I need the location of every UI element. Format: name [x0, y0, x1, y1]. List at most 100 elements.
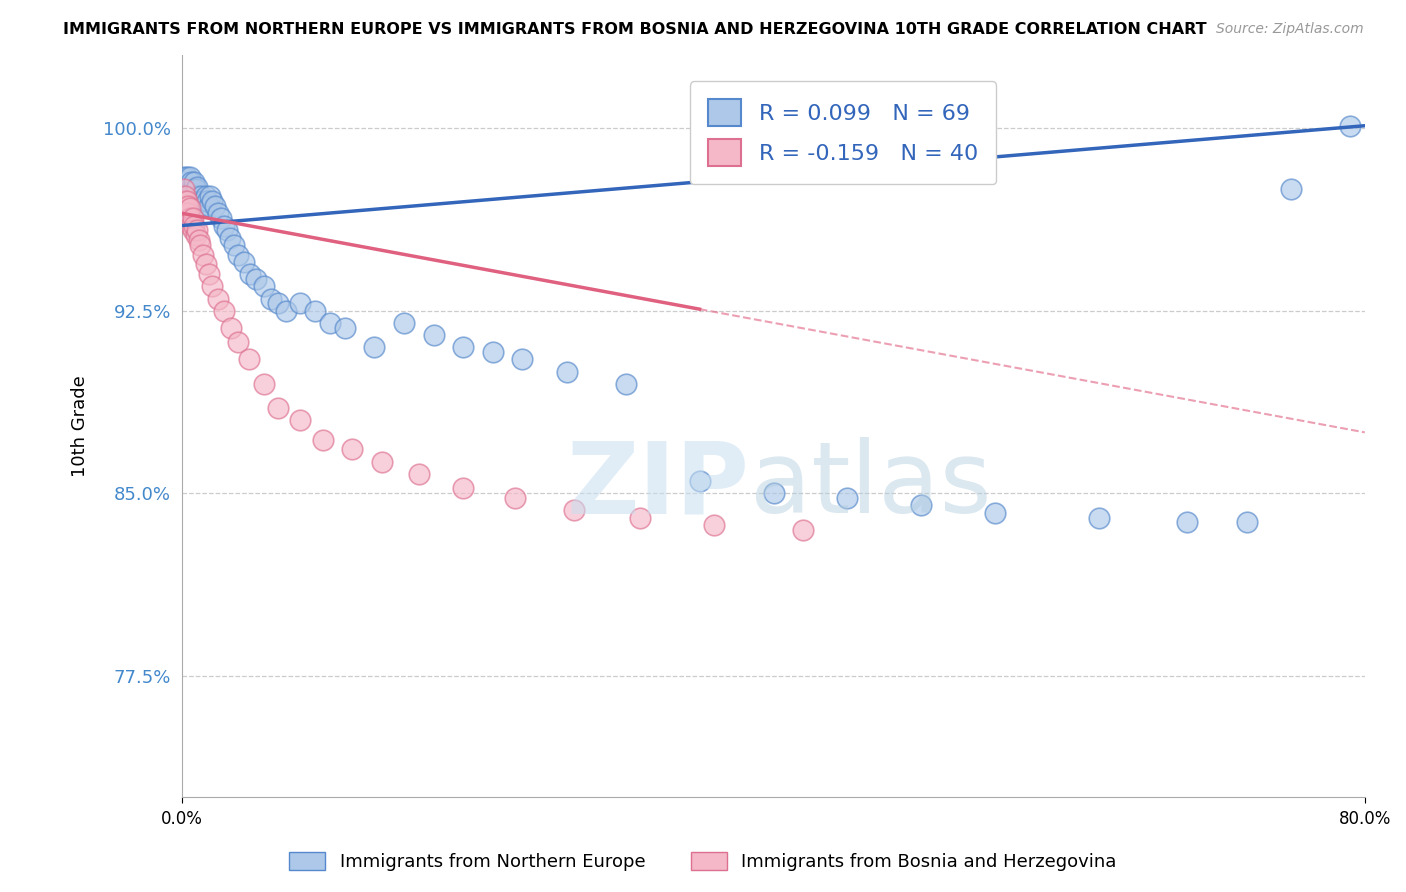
Point	[910, 499, 932, 513]
Point	[176, 206, 198, 220]
Point	[174, 199, 197, 213]
Point	[187, 233, 209, 247]
Point	[837, 491, 859, 505]
Point	[184, 194, 207, 209]
Y-axis label: 10th Grade: 10th Grade	[72, 376, 89, 477]
Point	[187, 194, 209, 209]
Point	[180, 189, 202, 203]
Point	[177, 206, 200, 220]
Point	[689, 474, 711, 488]
Point	[1177, 516, 1199, 530]
Point	[238, 352, 260, 367]
Point	[290, 296, 312, 310]
Point	[267, 401, 290, 415]
Point	[179, 179, 201, 194]
Point	[188, 238, 211, 252]
Point	[984, 506, 1007, 520]
Legend: R = 0.099   N = 69, R = -0.159   N = 40: R = 0.099 N = 69, R = -0.159 N = 40	[690, 81, 995, 185]
Point	[179, 211, 201, 226]
Point	[179, 169, 201, 184]
Point	[422, 328, 444, 343]
Point	[333, 320, 356, 334]
Text: atlas: atlas	[749, 437, 991, 534]
Point	[451, 481, 474, 495]
Point	[186, 223, 208, 237]
Point	[274, 303, 297, 318]
Point	[1279, 182, 1302, 196]
Point	[503, 491, 526, 505]
Point	[204, 199, 226, 213]
Point	[212, 303, 235, 318]
Point	[184, 228, 207, 243]
Point	[176, 189, 198, 203]
Point	[181, 211, 204, 226]
Point	[174, 182, 197, 196]
Point	[201, 194, 224, 209]
Point	[1087, 510, 1109, 524]
Point	[179, 202, 201, 216]
Point	[222, 238, 245, 252]
Point	[290, 413, 312, 427]
Point	[252, 279, 274, 293]
Point	[183, 219, 205, 233]
Point	[191, 248, 214, 262]
Point	[174, 175, 197, 189]
Point	[198, 199, 221, 213]
Point	[180, 175, 202, 189]
Point	[194, 257, 217, 271]
Point	[194, 189, 217, 203]
Point	[219, 320, 242, 334]
Point	[181, 223, 204, 237]
Point	[481, 345, 503, 359]
Point	[173, 194, 195, 209]
Point	[190, 189, 212, 203]
Text: ZIP: ZIP	[567, 437, 749, 534]
Point	[233, 255, 256, 269]
Point	[191, 194, 214, 209]
Point	[173, 169, 195, 184]
Point	[174, 189, 197, 203]
Point	[371, 454, 394, 468]
Point	[181, 194, 204, 209]
Point	[245, 272, 267, 286]
Point	[408, 467, 430, 481]
Point	[201, 279, 224, 293]
Text: IMMIGRANTS FROM NORTHERN EUROPE VS IMMIGRANTS FROM BOSNIA AND HERZEGOVINA 10TH G: IMMIGRANTS FROM NORTHERN EUROPE VS IMMIG…	[63, 22, 1206, 37]
Point	[212, 219, 235, 233]
Point	[228, 248, 250, 262]
Point	[195, 194, 218, 209]
Point	[181, 182, 204, 196]
Point	[184, 182, 207, 196]
Legend: Immigrants from Northern Europe, Immigrants from Bosnia and Herzegovina: Immigrants from Northern Europe, Immigra…	[283, 845, 1123, 879]
Point	[173, 182, 195, 196]
Point	[207, 292, 229, 306]
Point	[451, 340, 474, 354]
Point	[311, 433, 333, 447]
Point	[1339, 119, 1361, 133]
Point	[304, 303, 326, 318]
Point	[252, 376, 274, 391]
Point	[179, 189, 201, 203]
Point	[260, 292, 283, 306]
Point	[239, 267, 262, 281]
Point	[176, 179, 198, 194]
Point	[762, 486, 785, 500]
Point	[177, 199, 200, 213]
Point	[218, 230, 240, 244]
Point	[176, 194, 198, 209]
Point	[193, 199, 215, 213]
Point	[630, 510, 652, 524]
Point	[215, 223, 238, 237]
Point	[207, 206, 229, 220]
Point	[209, 211, 232, 226]
Point	[614, 376, 637, 391]
Point	[183, 189, 205, 203]
Point	[186, 189, 208, 203]
Point	[228, 335, 250, 350]
Point	[176, 169, 198, 184]
Point	[198, 267, 221, 281]
Point	[363, 340, 385, 354]
Point	[1236, 516, 1258, 530]
Point	[183, 175, 205, 189]
Point	[319, 316, 342, 330]
